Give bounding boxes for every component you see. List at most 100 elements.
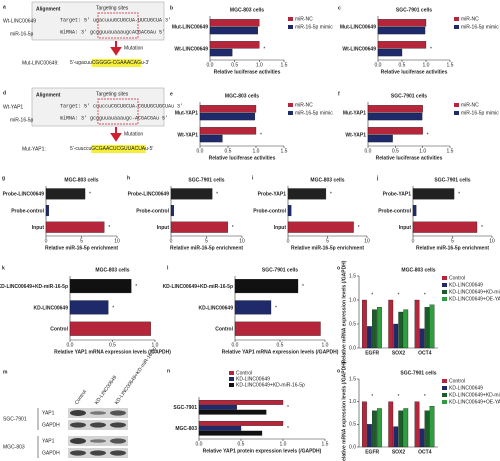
x-tick-label: 0.5 bbox=[231, 62, 238, 68]
chart-title: MGC-803 cells bbox=[225, 93, 259, 99]
panel-letter: i bbox=[252, 175, 254, 181]
x-tick-label: 1.0 bbox=[280, 441, 287, 447]
chart-title: MGC-803 cells bbox=[230, 7, 264, 13]
bar bbox=[234, 279, 299, 294]
bar bbox=[198, 399, 284, 405]
significance: * bbox=[358, 225, 360, 231]
panel-letter: g bbox=[2, 175, 5, 181]
y-tick-label: KD-LINC00649+KD-miR-16-5p bbox=[163, 284, 233, 290]
bar bbox=[199, 134, 223, 143]
x-tick-label: 0 bbox=[287, 238, 290, 244]
bar bbox=[69, 279, 132, 294]
x-axis-label: Relative luciferase activities bbox=[209, 155, 276, 161]
significance: * bbox=[112, 305, 114, 311]
blot-row-label: GAPDH bbox=[42, 450, 60, 456]
legend-swatch bbox=[288, 25, 293, 29]
significance: * bbox=[398, 292, 400, 298]
bar bbox=[45, 205, 49, 217]
mut-end: u-3' bbox=[141, 60, 149, 66]
mut-highlight-bg bbox=[91, 59, 142, 67]
legend-label: KD-LINC00649+KD-miR-16-5p bbox=[449, 392, 500, 398]
bar bbox=[362, 401, 367, 448]
y-tick-label: Mut-YAP1 bbox=[175, 110, 198, 116]
blot-band bbox=[70, 438, 86, 444]
blot-band bbox=[90, 439, 106, 443]
bar bbox=[377, 26, 426, 35]
x-tick-label: 0 bbox=[45, 238, 48, 244]
panel-letter: b bbox=[170, 5, 173, 11]
x-axis-label: Relative luciferase activities bbox=[376, 155, 443, 161]
y-tick-label: Input bbox=[32, 225, 45, 231]
significance: * bbox=[371, 292, 373, 298]
cell-line-label: SGC-7901 bbox=[3, 416, 27, 422]
y-tick-label: 1.5 bbox=[349, 273, 356, 279]
legend-label: miR-NC bbox=[295, 16, 313, 22]
y-tick-label: Mut-LINC00649 bbox=[172, 24, 208, 30]
cell-line-label: MGC-803 bbox=[3, 444, 25, 450]
bar bbox=[367, 134, 393, 143]
blot-band bbox=[110, 422, 126, 428]
bar bbox=[412, 205, 417, 217]
significance: * bbox=[371, 394, 373, 400]
alignment-title: Alignment bbox=[36, 92, 61, 98]
bar bbox=[287, 205, 292, 217]
y-tick-label: Probe-control bbox=[136, 208, 169, 214]
wt-label: Wt-YAP1 bbox=[3, 104, 23, 110]
bar bbox=[45, 221, 105, 233]
significance: * bbox=[398, 394, 400, 400]
chart-title: SGC-7901 cells bbox=[434, 177, 470, 183]
mir-label: miR-16-5p bbox=[10, 31, 34, 37]
x-tick-label: 1.0 bbox=[423, 62, 430, 68]
bar bbox=[367, 127, 423, 135]
blot-band bbox=[90, 422, 106, 428]
bar bbox=[199, 105, 257, 113]
legend-label: Control bbox=[449, 275, 465, 281]
targeting-sites: Targeting sites bbox=[96, 5, 129, 11]
x-axis-label: Relative miR-16-5p enrichment bbox=[291, 245, 364, 251]
panel-letter: d bbox=[3, 90, 6, 96]
significance: * bbox=[108, 225, 110, 231]
y-tick-label: 0.0 bbox=[349, 345, 356, 351]
mut-highlight: GCGAACUCGUUACUA bbox=[91, 146, 146, 152]
bar bbox=[209, 41, 260, 49]
wt-label: Wt-LINC00649 bbox=[3, 18, 36, 24]
legend-swatch bbox=[442, 379, 447, 383]
x-tick-label: EGFR bbox=[365, 350, 379, 356]
mut-name: Mut-LINC00649: bbox=[22, 60, 59, 66]
x-axis-label: Relative YAP1 protein expression levels … bbox=[203, 448, 322, 454]
mut-seq: 5'-cuuccuGCGAACUCGUUACUAu-5' bbox=[70, 146, 153, 152]
significance: * bbox=[481, 225, 483, 231]
bar bbox=[367, 424, 372, 448]
legend-swatch bbox=[288, 17, 293, 21]
y-tick-label: Probe-YAP1 bbox=[258, 192, 287, 198]
bar bbox=[198, 409, 267, 415]
x-axis-label: Relative YAP1 mRNA expression levels (/G… bbox=[222, 349, 339, 355]
bar bbox=[69, 321, 151, 336]
y-axis-label: Relative mRNA expression levels (/GAPDH) bbox=[341, 260, 347, 363]
mirna-seq: miRNA: 3' gcgguuauaaaugcACGACGAu 5' bbox=[60, 29, 165, 35]
bar bbox=[234, 300, 272, 315]
significance: * bbox=[330, 192, 332, 198]
panel-letter: o bbox=[337, 265, 340, 271]
bar bbox=[403, 408, 409, 448]
blot-row-label: GAPDH bbox=[42, 422, 60, 428]
y-tick-label: Input bbox=[399, 225, 412, 231]
legend-label: KD-LINC00649+OE-YAP1 bbox=[449, 296, 500, 302]
panel-letter: o bbox=[337, 368, 340, 374]
x-tick-label: 1.0 bbox=[419, 148, 426, 154]
y-tick-label: Probe-control bbox=[11, 208, 44, 214]
mirna-seq: miRNA: 3' gcgguuauaaaugc-ACGACGAu 5' bbox=[60, 115, 168, 121]
y-tick-label: Probe-LINC00649 bbox=[3, 192, 45, 198]
target-seq: Target: 5' cuuccuCGCUGCUA-CGUUGCUGCUAu 3… bbox=[60, 103, 183, 109]
legend-swatch bbox=[454, 111, 459, 115]
x-tick-label: 0.0 bbox=[375, 62, 382, 68]
y-tick-label: Probe-control bbox=[253, 208, 286, 214]
x-tick-label: SOX2 bbox=[392, 449, 406, 455]
chart-title: SGC-7901 cells bbox=[262, 267, 298, 273]
x-tick-label: 5 bbox=[451, 238, 454, 244]
x-tick-label: 10 bbox=[489, 238, 495, 244]
panel-letter: n bbox=[167, 368, 170, 374]
legend-label: miR-NC bbox=[295, 102, 313, 108]
legend-label: KD-LINC00649 bbox=[449, 282, 483, 288]
bar bbox=[377, 408, 382, 448]
